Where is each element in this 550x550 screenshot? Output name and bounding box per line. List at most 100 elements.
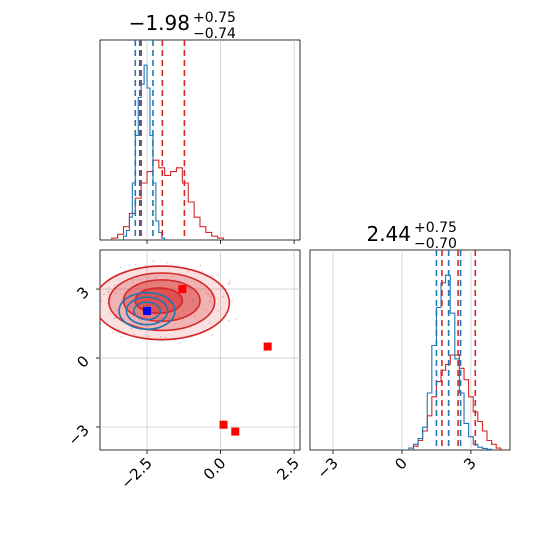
blue-marker <box>143 306 152 315</box>
scatter-dot <box>120 335 123 338</box>
scatter-dot <box>155 276 158 279</box>
scatter-dot <box>156 296 158 298</box>
hist-param1-grid <box>146 40 295 240</box>
scatter-dot <box>205 292 207 294</box>
scatter-dot <box>113 284 116 286</box>
hist-param1-blue-quantiles <box>134 40 154 240</box>
y-tick-label: 3 <box>73 283 92 302</box>
scatter-dot <box>194 315 196 318</box>
scatter-dot <box>186 286 188 289</box>
hist-param1-red <box>111 159 225 240</box>
scatter-dot <box>216 274 219 276</box>
scatter-dot <box>113 317 116 320</box>
scatter-dot <box>108 313 111 315</box>
red-marker <box>231 427 240 436</box>
scatter-dot <box>147 335 150 338</box>
scatter-dot <box>228 283 230 285</box>
scatter-dot <box>209 300 212 303</box>
scatter-dot <box>89 311 91 313</box>
x-tick-label: 0.0 <box>200 454 230 484</box>
scatter-dot <box>182 310 184 312</box>
hist-param2-title: 2.44 +0.75−0.70 <box>366 220 456 252</box>
hist-param2-x-ticks: −3 0 3 <box>313 450 480 482</box>
scatter-dot <box>211 334 213 337</box>
scatter-dot <box>132 281 135 284</box>
scatter-dot <box>199 264 202 267</box>
scatter-dot <box>168 317 171 320</box>
scatter-dot <box>152 260 155 262</box>
scatter-dot <box>210 296 212 298</box>
scatter-dot <box>234 317 237 320</box>
scatter-dot <box>120 266 122 269</box>
scatter-dot <box>228 319 230 322</box>
scatter-dot <box>178 315 180 318</box>
scatter-dot <box>157 281 160 283</box>
title-minus: −0.70 <box>414 236 457 252</box>
y-tick-label: 0 <box>73 352 92 371</box>
scatter-x-ticks: −2.5 0.0 2.5 <box>117 450 303 493</box>
scatter-dot <box>139 279 141 281</box>
x-tick-label: 3 <box>460 454 479 473</box>
hist-param2-blue-quantiles <box>435 250 462 450</box>
scatter-dot <box>134 263 137 266</box>
scatter-dot <box>194 307 197 309</box>
scatter-dot <box>178 342 181 344</box>
scatter-dot <box>112 331 114 334</box>
x-tick-label: −2.5 <box>117 454 155 492</box>
red-marker <box>178 285 187 294</box>
scatter-dot <box>120 300 123 302</box>
hist-param1-title: −1.98 +0.75−0.74 <box>129 10 236 42</box>
scatter-dot <box>210 293 213 296</box>
y-tick-label: −3 <box>64 421 92 449</box>
scatter-dot <box>168 294 171 297</box>
hist-param1-red-quantiles <box>138 40 186 240</box>
scatter-dot <box>131 279 134 281</box>
hist-param1-frame <box>99 39 301 241</box>
scatter-dot <box>143 316 146 318</box>
scatter-dot <box>222 295 225 298</box>
hist-param2-frame <box>309 249 511 451</box>
red-marker <box>219 420 228 429</box>
scatter-dot <box>107 291 109 293</box>
blue-contour <box>125 296 169 326</box>
scatter-dot <box>192 299 194 302</box>
scatter-dot <box>103 293 105 295</box>
scatter-dot <box>84 314 86 316</box>
scatter-dot <box>100 300 103 302</box>
x-tick-label: 2.5 <box>273 454 303 484</box>
hist-param2-blue <box>408 274 493 450</box>
scatter-dot <box>93 302 95 304</box>
scatter-frame <box>99 249 301 451</box>
scatter-dot <box>129 290 131 293</box>
scatter-dot <box>211 274 214 277</box>
scatter-dot <box>149 304 151 306</box>
scatter-dot <box>108 286 111 289</box>
scatter-dot <box>92 287 94 289</box>
scatter-dot <box>130 327 133 330</box>
scatter-dot <box>95 291 97 293</box>
scatter-dot <box>205 308 207 311</box>
hist-param1-blue <box>122 64 166 240</box>
scatter-dot <box>189 293 191 295</box>
scatter-dot <box>108 290 110 293</box>
scatter-dot <box>229 282 231 284</box>
hist-param2-grid <box>332 250 472 450</box>
scatter-content <box>84 260 272 436</box>
title-value: −1.98 <box>129 11 190 35</box>
title-value: 2.44 <box>366 222 411 246</box>
scatter-dot <box>159 317 162 320</box>
scatter-dot <box>171 275 174 278</box>
scatter-dot <box>208 322 211 324</box>
title-plus: +0.75 <box>414 220 457 236</box>
hist-param2-red-quantiles <box>441 250 477 450</box>
blue-contour <box>133 301 162 321</box>
title-minus: −0.74 <box>193 26 236 42</box>
scatter-dot <box>159 336 162 339</box>
scatter-dot <box>201 271 204 273</box>
scatter-dot <box>207 293 210 296</box>
hist-param2-red <box>412 354 502 450</box>
scatter-dot <box>161 340 163 342</box>
title-plus: +0.75 <box>193 10 236 26</box>
red-marker <box>263 342 272 351</box>
